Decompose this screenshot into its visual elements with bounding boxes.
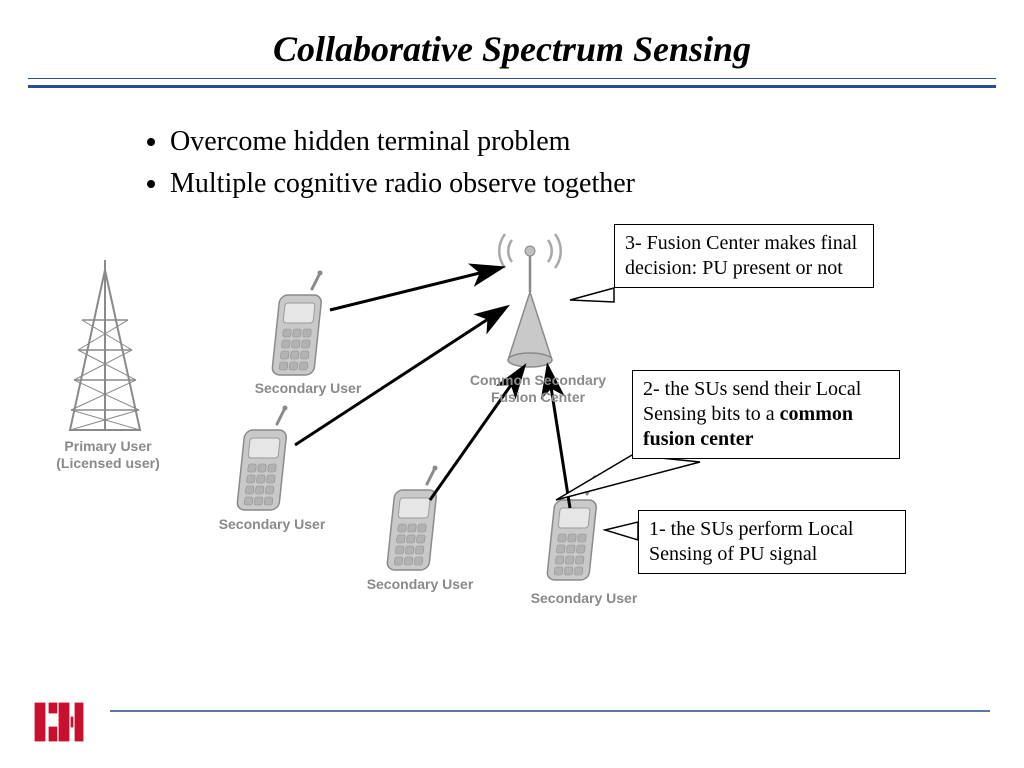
phone-icon [237, 406, 288, 511]
slide: Collaborative Spectrum Sensing Overcome … [0, 0, 1024, 768]
secondary-user-label: Secondary User [360, 576, 480, 593]
fusion-center-label: Common SecondaryFusion Center [458, 372, 618, 406]
phone-icon [387, 466, 438, 571]
title-underline [28, 78, 996, 88]
bullet-item: Multiple cognitive radio observe togethe… [170, 168, 930, 200]
slide-title: Collaborative Spectrum Sensing [0, 28, 1024, 70]
diagram-area: Primary User(Licensed user) Secondary Us… [0, 220, 1024, 670]
secondary-user-label: Secondary User [524, 590, 644, 607]
callout-2: 2- the SUs send their Local Sensing bits… [632, 370, 900, 459]
bullet-list: Overcome hidden terminal problem Multipl… [130, 126, 930, 210]
uh-logo-icon [32, 698, 86, 746]
phone-icon [272, 271, 323, 376]
callout-1: 1- the SUs perform Local Sensing of PU s… [638, 510, 906, 574]
primary-user-label: Primary User(Licensed user) [48, 438, 168, 472]
tower-icon [70, 260, 140, 430]
footer-rule [110, 710, 990, 712]
callout-3: 3- Fusion Center makes final decision: P… [614, 224, 874, 288]
bullet-item: Overcome hidden terminal problem [170, 126, 930, 158]
secondary-user-label: Secondary User [248, 380, 368, 397]
secondary-user-label: Secondary User [212, 516, 332, 533]
fusion-center-icon [499, 234, 561, 367]
